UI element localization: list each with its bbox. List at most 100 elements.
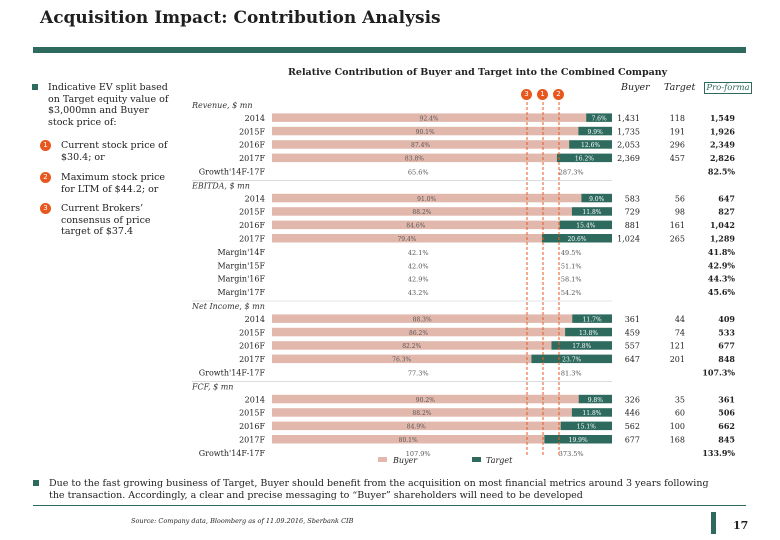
row-label: 2015F bbox=[239, 127, 265, 136]
target-bar bbox=[559, 220, 612, 230]
proforma-value: 827 bbox=[718, 207, 735, 217]
section-label: Revenue, $ mn bbox=[191, 101, 253, 110]
target-share-label: 19.9% bbox=[569, 437, 588, 444]
buyer-share-label: 92.4% bbox=[420, 115, 439, 122]
target-bar bbox=[578, 394, 612, 404]
bottom-note: Due to the fast growing business of Targ… bbox=[33, 478, 723, 501]
row-label: 2014 bbox=[245, 194, 265, 203]
proforma-value: 107.3% bbox=[702, 368, 735, 378]
bottom-rule bbox=[33, 505, 746, 506]
buyer-column-header: Buyer bbox=[621, 82, 650, 93]
buyer-bar bbox=[272, 153, 557, 163]
proforma-value: 506 bbox=[718, 408, 735, 418]
buyer-share-label: 90.1% bbox=[416, 129, 435, 136]
buyer-bar bbox=[272, 314, 573, 323]
target-bar bbox=[569, 140, 612, 149]
buyer-bar bbox=[272, 327, 566, 337]
target-bar bbox=[556, 153, 612, 163]
target-value: 44 bbox=[675, 315, 685, 324]
buyer-share-label: 91.0% bbox=[417, 196, 436, 203]
target-value: 35 bbox=[675, 395, 685, 404]
target-value: 118 bbox=[670, 114, 685, 123]
buyer-share-label: 84.6% bbox=[406, 223, 425, 230]
row-label: Margin'17F bbox=[217, 288, 265, 297]
buyer-share-label: 83.8% bbox=[405, 156, 424, 163]
bullet-square bbox=[33, 480, 39, 486]
proforma-value: 533 bbox=[718, 327, 735, 337]
proforma-value: 848 bbox=[718, 354, 735, 364]
buyer-share-label: 90.2% bbox=[416, 397, 435, 404]
intro-bullet: Indicative EV split based on Target equi… bbox=[32, 82, 172, 128]
target-share-label: 15.1% bbox=[577, 424, 596, 431]
row-label: Growth'14F-17F bbox=[199, 168, 266, 177]
title-rule bbox=[33, 47, 746, 53]
row-label: Margin'14F bbox=[217, 248, 265, 257]
target-share-label: 11.8% bbox=[582, 209, 601, 216]
target-share-label: 16.2% bbox=[575, 156, 594, 163]
target-value: 296 bbox=[670, 141, 685, 150]
buyer-bar bbox=[272, 126, 579, 136]
option-text: Current Brokers’ consensus of price targ… bbox=[61, 203, 151, 237]
row-label: 2016F bbox=[239, 342, 265, 351]
buyer-share-label: 80.1% bbox=[399, 437, 418, 444]
target-value: 100 bbox=[670, 422, 685, 431]
target-bar bbox=[571, 408, 612, 417]
intro-text: Indicative EV split based on Target equi… bbox=[48, 82, 169, 128]
buyer-value: 2,053 bbox=[617, 141, 640, 150]
target-share-label: 20.6% bbox=[567, 236, 586, 243]
target-value: 265 bbox=[670, 235, 685, 244]
row-label: 2014 bbox=[245, 395, 265, 404]
buyer-share-label: 82.2% bbox=[402, 343, 421, 350]
proforma-value: 845 bbox=[718, 435, 735, 445]
proforma-value: 41.8% bbox=[708, 247, 735, 257]
row-label: 2014 bbox=[245, 315, 265, 324]
buyer-metric-label: 42.9% bbox=[408, 276, 429, 284]
contribution-chart: Revenue, $ mn 2014 92.4% 7.6% 1,431 118 1,549 2… bbox=[191, 97, 735, 465]
option-1: 1 Current stock price of $30.4; or bbox=[40, 140, 180, 163]
buyer-value: 361 bbox=[625, 315, 640, 324]
buyer-bar bbox=[272, 140, 570, 149]
buyer-share-label: 86.2% bbox=[409, 330, 428, 337]
row-label: 2017F bbox=[239, 154, 265, 163]
buyer-bar bbox=[272, 408, 572, 417]
target-share-label: 13.8% bbox=[579, 330, 598, 337]
target-value: 161 bbox=[670, 221, 685, 230]
buyer-share-label: 84.9% bbox=[407, 424, 426, 431]
legend-swatch-target bbox=[472, 457, 481, 462]
proforma-value: 662 bbox=[718, 421, 735, 431]
target-bar bbox=[541, 234, 612, 243]
source-note: Source: Company data, Bloomberg as of 11… bbox=[131, 517, 354, 525]
proforma-value: 1,549 bbox=[710, 113, 735, 123]
target-metric-label: 51.1% bbox=[561, 262, 582, 270]
row-label: 2017F bbox=[239, 436, 265, 445]
target-share-label: 12.6% bbox=[581, 142, 600, 149]
legend-label-target: Target bbox=[486, 456, 513, 465]
proforma-value: 82.5% bbox=[708, 167, 735, 177]
row-label: 2015F bbox=[239, 328, 265, 337]
buyer-value: 881 bbox=[625, 221, 640, 230]
proforma-value: 361 bbox=[718, 394, 735, 404]
row-label: Margin'16F bbox=[217, 275, 265, 284]
target-share-label: 9.9% bbox=[588, 129, 604, 136]
option-2: 2 Maximum stock price for LTM of $44.2; … bbox=[40, 172, 180, 195]
buyer-value: 446 bbox=[625, 409, 640, 418]
buyer-share-label: 88.3% bbox=[413, 316, 432, 323]
target-metric-label: 81.3% bbox=[561, 370, 582, 378]
buyer-value: 729 bbox=[625, 208, 640, 217]
proforma-value: 133.9% bbox=[702, 448, 735, 458]
target-metric-label: 373.5% bbox=[559, 450, 584, 458]
buyer-bar bbox=[272, 193, 582, 203]
target-share-label: 9.0% bbox=[589, 196, 605, 203]
proforma-value: 1,042 bbox=[710, 220, 735, 230]
buyer-value: 1,024 bbox=[617, 235, 640, 244]
buyer-share-label: 88.2% bbox=[412, 410, 431, 417]
option-number: 2 bbox=[40, 172, 51, 183]
option-number: 3 bbox=[40, 203, 51, 214]
target-value: 60 bbox=[675, 409, 685, 418]
marker-label: 1 bbox=[537, 89, 548, 100]
buyer-bar bbox=[272, 421, 561, 431]
row-label: 2016F bbox=[239, 221, 265, 230]
legend-swatch-buyer bbox=[378, 457, 387, 462]
proforma-value: 44.3% bbox=[708, 274, 735, 284]
target-bar bbox=[571, 207, 612, 216]
